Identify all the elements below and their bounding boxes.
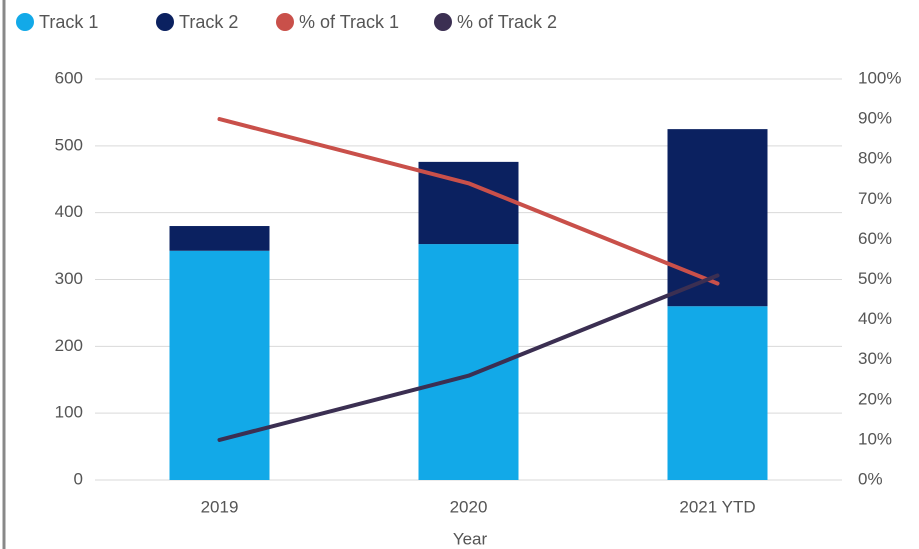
legend-label: % of Track 2 [457, 12, 557, 32]
bar [667, 129, 768, 307]
bar [169, 250, 270, 480]
x-tick-label: 2020 [450, 497, 488, 516]
y2-tick-label: 60% [858, 229, 892, 248]
y2-tick-label: 0% [858, 469, 883, 488]
legend-label: Track 1 [39, 12, 98, 32]
y-tick-label: 0 [74, 469, 83, 488]
y-tick-label: 300 [55, 269, 83, 288]
y2-tick-label: 70% [858, 189, 892, 208]
bar [667, 306, 768, 480]
legend-marker [276, 13, 294, 31]
y2-tick-label: 20% [858, 389, 892, 408]
legend-marker [434, 13, 452, 31]
line-series [217, 117, 720, 286]
legend-label: Track 2 [179, 12, 238, 32]
y2-tick-label: 90% [858, 109, 892, 128]
y-tick-label: 600 [55, 68, 83, 87]
x-tick-label: 2021 YTD [679, 497, 755, 516]
y2-tick-label: 30% [858, 349, 892, 368]
y-tick-label: 400 [55, 202, 83, 221]
y-tick-label: 100 [55, 403, 83, 422]
y2-tick-label: 10% [858, 429, 892, 448]
legend-label: % of Track 1 [299, 12, 399, 32]
y2-tick-label: 100% [858, 68, 901, 87]
line-series [217, 273, 720, 442]
x-tick-label: 2019 [201, 497, 239, 516]
y-tick-label: 500 [55, 135, 83, 154]
y-tick-label: 200 [55, 336, 83, 355]
legend-marker [16, 13, 34, 31]
bar [169, 226, 270, 251]
x-axis-title: Year [453, 529, 488, 548]
y2-tick-label: 50% [858, 269, 892, 288]
legend-marker [156, 13, 174, 31]
y2-tick-label: 40% [858, 309, 892, 328]
y2-tick-label: 80% [858, 149, 892, 168]
